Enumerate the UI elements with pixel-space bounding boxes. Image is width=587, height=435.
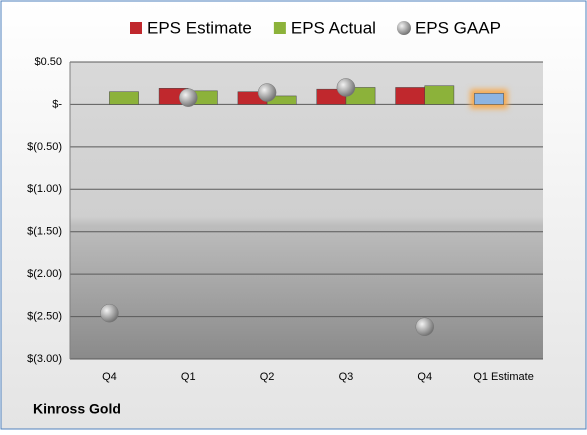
y-tick-label: $(0.50) [27,141,62,153]
x-tick-label: Q1 [181,371,196,383]
plot-area [70,62,543,359]
legend-label: EPS GAAP [415,18,501,37]
legend-marker [396,21,411,35]
gaap-bubble [415,317,434,337]
x-tick-label: Q4 [102,371,117,383]
gaap-bubble [257,83,277,102]
y-tick-label: $(1.50) [27,226,62,238]
y-tick-label: $(1.00) [27,183,62,195]
x-tick-label: Q2 [260,371,275,383]
y-tick-label: $(2.00) [27,268,62,280]
footer: Kinross Gold [33,401,121,417]
gaap-bubble [179,88,198,107]
bar [109,91,139,105]
legend-marker [130,22,142,34]
bar [395,87,425,105]
bar [424,85,455,105]
x-tick-label: Q1 Estimate [473,371,534,383]
y-tick-label: $- [52,98,62,110]
gaap-bubble [100,303,119,323]
legend-label: EPS Actual [291,18,376,37]
x-tick-label: Q3 [339,371,354,383]
bar [474,93,504,105]
y-tick-label: $(3.00) [27,353,62,365]
legend-marker [273,22,286,34]
y-tick-label: $(2.50) [27,310,62,322]
legend-label: EPS Estimate [147,18,252,37]
y-tick-label: $0.50 [34,56,62,68]
gaap-bubble [336,78,356,97]
x-tick-label: Q4 [417,371,432,383]
